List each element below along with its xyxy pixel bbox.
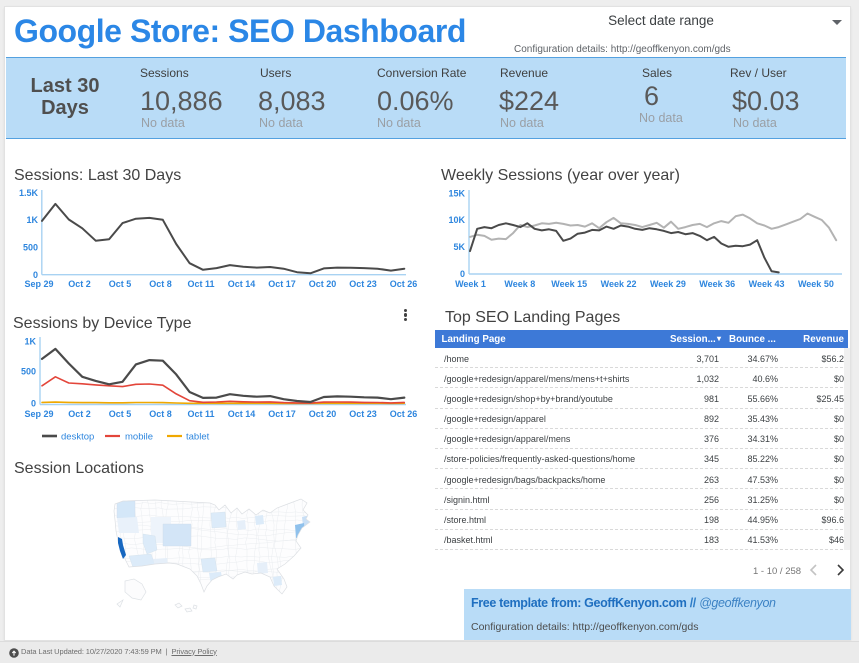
svg-text:Sep 29: Sep 29 xyxy=(24,279,53,289)
svg-text:500: 500 xyxy=(23,243,38,253)
svg-text:Oct 8: Oct 8 xyxy=(149,279,172,289)
svg-text:Week 8: Week 8 xyxy=(504,279,535,289)
svg-text:Oct 14: Oct 14 xyxy=(228,279,256,289)
svg-text:Oct 11: Oct 11 xyxy=(187,279,214,289)
svg-text:Oct 11: Oct 11 xyxy=(187,409,214,419)
svg-text:10K: 10K xyxy=(448,215,465,225)
svg-text:1K: 1K xyxy=(24,337,36,347)
svg-text:Oct 5: Oct 5 xyxy=(109,279,132,289)
svg-text:Oct 26: Oct 26 xyxy=(390,409,418,419)
svg-text:Oct 5: Oct 5 xyxy=(109,409,132,419)
svg-text:Oct 14: Oct 14 xyxy=(228,409,256,419)
svg-text:Week 43: Week 43 xyxy=(749,279,785,289)
svg-text:0: 0 xyxy=(460,269,465,279)
svg-text:Oct 2: Oct 2 xyxy=(68,279,91,289)
svg-text:1.5K: 1.5K xyxy=(19,188,39,198)
svg-text:1K: 1K xyxy=(26,215,38,225)
svg-text:Week 1: Week 1 xyxy=(455,279,486,289)
svg-text:5K: 5K xyxy=(453,242,465,252)
svg-text:15K: 15K xyxy=(448,189,465,199)
svg-text:0: 0 xyxy=(33,270,38,280)
svg-text:Oct 17: Oct 17 xyxy=(268,279,296,289)
svg-text:Sep 29: Sep 29 xyxy=(24,409,53,419)
svg-text:tablet: tablet xyxy=(186,432,210,443)
svg-text:Oct 20: Oct 20 xyxy=(309,409,337,419)
svg-text:Oct 8: Oct 8 xyxy=(149,409,172,419)
svg-text:Week 22: Week 22 xyxy=(601,279,637,289)
svg-text:Week 36: Week 36 xyxy=(699,279,735,289)
svg-text:Oct 2: Oct 2 xyxy=(68,409,91,419)
svg-text:Week 15: Week 15 xyxy=(551,279,587,289)
svg-text:Week 29: Week 29 xyxy=(650,279,686,289)
svg-text:mobile: mobile xyxy=(125,432,153,443)
svg-text:Oct 20: Oct 20 xyxy=(309,279,337,289)
svg-text:Week 50: Week 50 xyxy=(798,279,834,289)
svg-text:desktop: desktop xyxy=(61,432,94,443)
svg-text:0: 0 xyxy=(31,399,36,409)
svg-text:Oct 23: Oct 23 xyxy=(349,279,377,289)
svg-text:Oct 23: Oct 23 xyxy=(349,409,377,419)
svg-text:500: 500 xyxy=(21,367,36,377)
svg-text:Oct 17: Oct 17 xyxy=(268,409,296,419)
svg-text:Oct 26: Oct 26 xyxy=(390,279,418,289)
